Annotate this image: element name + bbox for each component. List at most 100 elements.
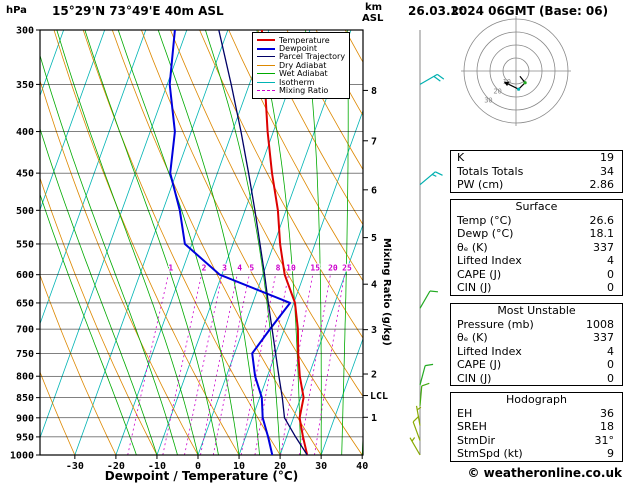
mixing-ratio-value-label: 15 (310, 264, 320, 273)
panel-title: Hodograph (506, 393, 567, 406)
legend-item-parcel-trajectory: Parcel Trajectory (257, 52, 346, 62)
legend-swatch (257, 39, 275, 42)
table-row: CAPE (J) 0 (451, 358, 622, 372)
row-value: 0 (607, 267, 614, 281)
row-label: Dewp (°C) (457, 227, 514, 240)
row-label: StmDir (457, 433, 496, 447)
isotherm-line (156, 30, 311, 455)
row-label: Lifted Index (457, 344, 522, 358)
table-row: Pressure (mb) 1008 (451, 318, 622, 332)
hodograph-ring (476, 31, 556, 111)
legend-item-dry-adiabat: Dry Adiabat (257, 60, 345, 70)
km-tick-label: 2 (371, 370, 377, 381)
datetime-title: 26.03.2024 06GMT (Base: 06) (408, 4, 609, 18)
row-label: θₑ (K) (457, 240, 488, 254)
parcel-trajectory-curve (218, 30, 308, 455)
pressure-tick-label: 650 (16, 298, 34, 309)
row-label: SREH (457, 420, 487, 433)
dewpoint-curve (168, 30, 292, 455)
row-label: EH (457, 406, 473, 420)
temperature-curve (260, 30, 309, 455)
asl-unit-label: ASL (362, 13, 384, 24)
pressure-tick-label: 550 (16, 239, 34, 250)
wind-barb (419, 73, 445, 85)
row-value: 31° (594, 433, 615, 447)
km-tick-label: 4 (371, 280, 377, 291)
mixing-ratio-value-label: 25 (342, 264, 352, 273)
row-value: 337 (593, 240, 614, 254)
legend-item-isotherm: Isotherm (257, 77, 345, 87)
table-row: Lifted Index 4 (451, 345, 622, 359)
indices-panel: K 19 Totals Totals 34 PW (cm) 2.86 (450, 150, 623, 193)
mixing-ratio-value-label: 10 (286, 264, 296, 273)
legend-swatch (257, 90, 275, 92)
mixing-ratio-line (254, 274, 289, 455)
mixing-ratio-value-label: 20 (328, 264, 338, 273)
dry-adiabat-line (257, 30, 363, 226)
pressure-tick-label: 500 (16, 206, 34, 217)
mixing-ratio-value-label: 4 (237, 264, 242, 273)
legend-item-wet-adiabat: Wet Adiabat (257, 69, 345, 78)
hodograph-ring (463, 18, 569, 124)
row-label: PW (cm) (457, 178, 504, 191)
pressure-unit-label: hPa (6, 5, 27, 16)
dry-adiabat-line (40, 371, 76, 455)
pressure-tick-label: 900 (16, 413, 34, 424)
legend-label: Parcel Trajectory (279, 52, 346, 62)
row-value: 9 (607, 447, 614, 460)
legend-swatch (257, 64, 275, 66)
table-row: CIN (J) 0 (451, 281, 622, 295)
mixing-ratio-line (314, 274, 345, 455)
wind-barb (415, 405, 422, 426)
legend-swatch (257, 56, 275, 58)
table-row: Temp (°C) 26.6 (451, 214, 622, 228)
row-label: Lifted Index (457, 254, 522, 267)
km-tick-label: 1 (371, 413, 377, 424)
temp-tick-label: -10 (148, 461, 166, 472)
legend-swatch (257, 81, 275, 83)
dry-adiabat-line (228, 30, 363, 282)
sounding-curves (168, 30, 309, 455)
wind-barb (419, 290, 439, 309)
temp-tick-label: 30 (315, 461, 327, 472)
wet-adiabat-line (56, 30, 199, 455)
legend-label: Isotherm (279, 77, 315, 87)
most-unstable-panel: Most Unstable Pressure (mb) 1008 θₑ (K) 337 L… (450, 303, 623, 386)
pressure-tick-label: 700 (16, 325, 34, 336)
legend-label: Dry Adiabat (279, 60, 327, 70)
hodograph-ring-label: 20 (493, 87, 501, 95)
row-value: 18.1 (589, 227, 615, 240)
temp-tick-label: 20 (274, 461, 286, 472)
table-row: Lifted Index 4 (451, 254, 622, 268)
legend-item-mixing-ratio: Mixing Ratio (257, 86, 345, 95)
km-tick-label: 5 (371, 233, 377, 244)
temp-tick-label: -20 (107, 461, 125, 472)
lcl-label: LCL (370, 391, 388, 402)
hodograph-ring (502, 57, 530, 85)
legend-swatch (257, 47, 275, 50)
mixing-ratio-line (280, 274, 314, 455)
row-label: CIN (J) (457, 281, 492, 294)
mixing-ratio-value-label: 8 (276, 264, 281, 273)
isotherm-line (197, 30, 352, 455)
table-row: K 19 (451, 151, 622, 165)
row-label: CIN (J) (457, 371, 492, 385)
row-value: 337 (593, 331, 614, 344)
isotherm-line (40, 30, 188, 439)
legend: Temperature Dewpoint Parcel Trajectory Dry … (252, 32, 351, 99)
legend-item-temperature: Temperature (257, 36, 345, 45)
table-row: PW (cm) 2.86 (451, 178, 622, 192)
legend-item-dewpoint: Dewpoint (257, 44, 345, 53)
temp-tick-label: 0 (195, 461, 201, 472)
hodograph-trace (507, 75, 526, 90)
table-row: CAPE (J) 0 (451, 268, 622, 282)
row-label: θₑ (K) (457, 331, 488, 344)
isotherm-line (74, 30, 229, 455)
table-row: Totals Totals 34 (451, 165, 622, 179)
table-row: θₑ (K) 337 (451, 331, 622, 345)
wind-barb (419, 382, 430, 406)
km-tick-label: 7 (371, 136, 377, 147)
row-value: 19 (600, 151, 614, 164)
isotherm-line (279, 223, 363, 455)
